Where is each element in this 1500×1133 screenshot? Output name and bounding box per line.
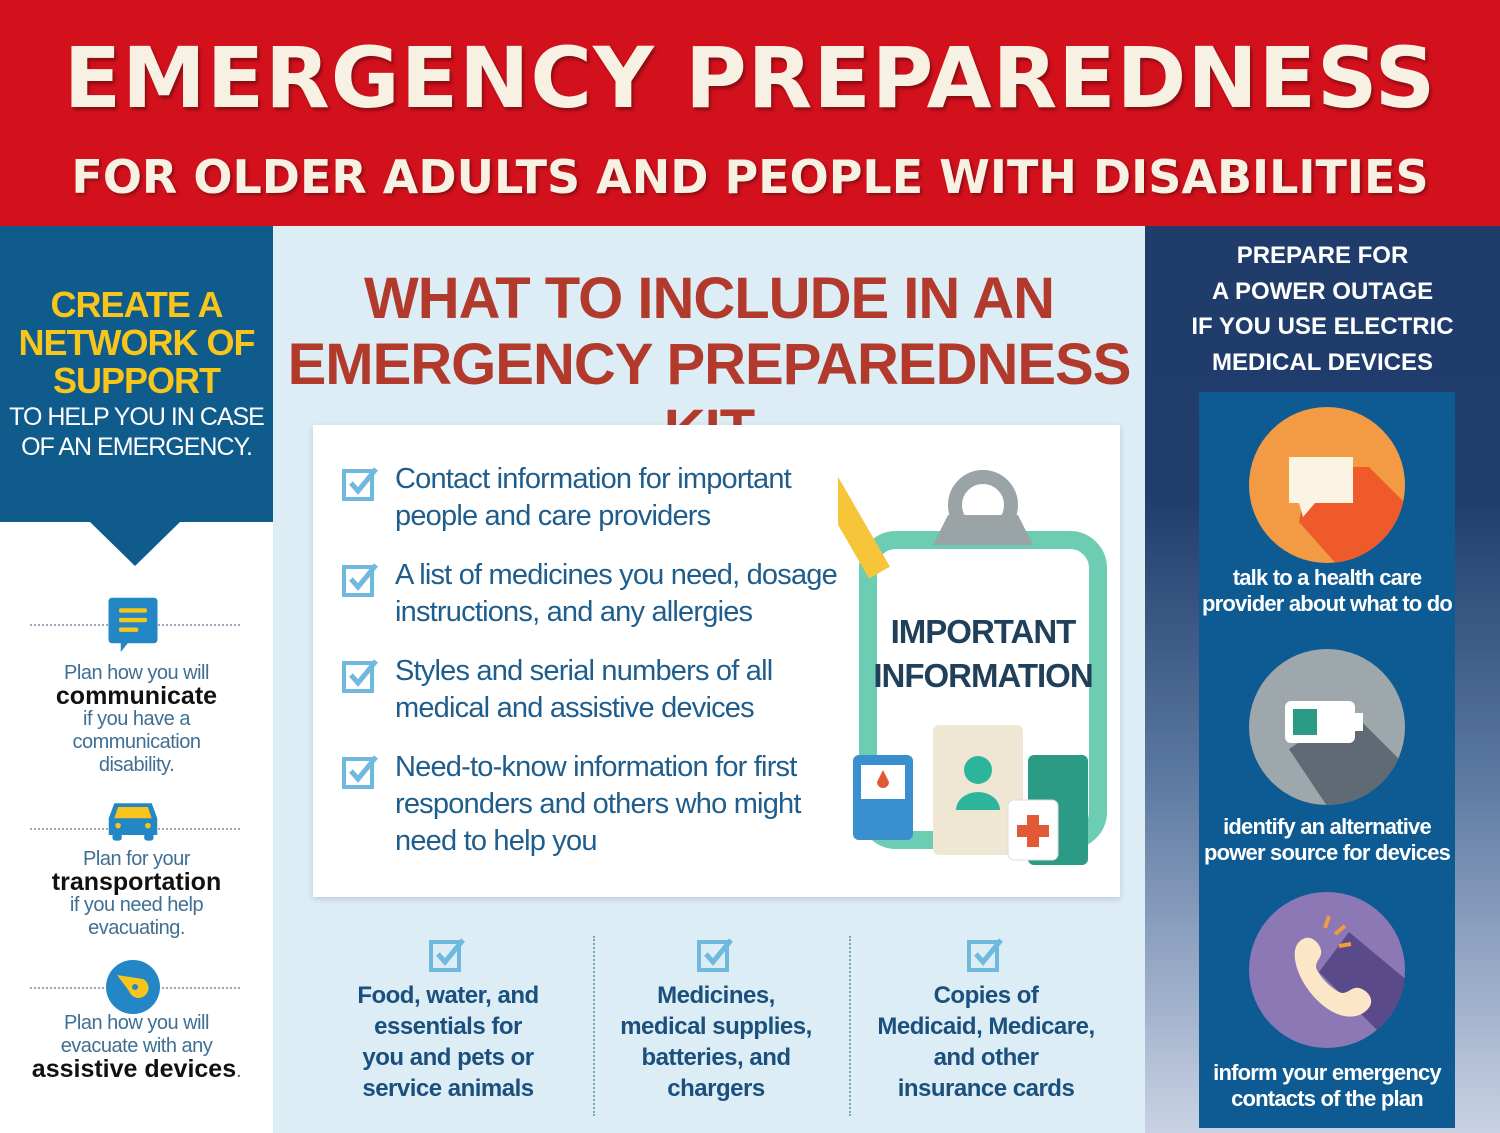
support-subheading: TO HELP YOU IN CASE OF AN EMERGENCY. bbox=[0, 402, 273, 462]
checklist-line: instructions, and any allergies bbox=[395, 596, 753, 628]
step-line: contacts of the plan bbox=[1231, 1086, 1424, 1111]
checklist-line: people and care providers bbox=[395, 500, 711, 532]
divider bbox=[593, 936, 595, 1116]
step-line: power source for devices bbox=[1203, 840, 1451, 865]
supply-line: Medicaid, Medicare, bbox=[877, 1013, 1095, 1040]
item-keyword: communicate bbox=[55, 682, 218, 710]
chat-bubble-icon bbox=[1249, 407, 1405, 563]
kit-checklist-card: Contact information for important people … bbox=[313, 425, 1120, 897]
title-line: A POWER OUTAGE bbox=[1211, 277, 1434, 305]
item-text: Plan for your bbox=[83, 848, 190, 870]
checklist-line: medical and assistive devices bbox=[395, 692, 755, 724]
checklist-line: responders and others who might bbox=[395, 788, 801, 820]
assistive-device-icon bbox=[106, 960, 160, 1014]
support-heading: CREATE A NETWORK OF SUPPORT bbox=[0, 286, 273, 400]
step-text: talk to a health care provider about wha… bbox=[1199, 565, 1455, 617]
title-line: EMERGENCY PREPAREDNESS KIT bbox=[287, 332, 1132, 463]
item-text: if you have a bbox=[83, 708, 190, 730]
item-text: Plan how you will bbox=[64, 1012, 209, 1034]
supply-line: essentials for bbox=[374, 1013, 522, 1040]
clipboard-label: IMPORTANT INFORMATION bbox=[873, 610, 1093, 698]
assistive-devices-item: Plan how you will evacuate with any assi… bbox=[0, 1012, 273, 1083]
step-line: talk to a health care bbox=[1232, 565, 1422, 590]
item-text: . bbox=[236, 1060, 242, 1082]
support-network-heading-box: CREATE A NETWORK OF SUPPORT TO HELP YOU … bbox=[0, 226, 273, 522]
checkbox-checked-icon bbox=[341, 465, 379, 503]
divider bbox=[849, 936, 851, 1116]
checkbox-checked-icon bbox=[966, 936, 1004, 974]
heading-line: CREATE A bbox=[50, 284, 224, 325]
supply-line: you and pets or bbox=[362, 1044, 534, 1071]
checklist-item: A list of medicines you need, dosage inst… bbox=[395, 557, 855, 631]
support-network-column: CREATE A NETWORK OF SUPPORT TO HELP YOU … bbox=[0, 226, 273, 1133]
item-text: evacuate with any bbox=[60, 1035, 213, 1057]
title-line: PREPARE FOR bbox=[1236, 242, 1409, 269]
step-line: provider about what to do bbox=[1201, 591, 1453, 616]
heading-line: SUPPORT bbox=[52, 360, 221, 401]
kit-supply-item: Medicines, medical supplies, batteries, an… bbox=[591, 980, 841, 1104]
item-text: communication bbox=[72, 731, 201, 753]
checkbox-checked-icon bbox=[428, 936, 466, 974]
clipboard-illustration bbox=[838, 470, 1107, 865]
kit-supply-item: Copies of Medicaid, Medicare, and other ins… bbox=[861, 980, 1111, 1104]
clipboard-label-line: IMPORTANT bbox=[890, 613, 1077, 650]
speech-bubble-icon bbox=[108, 597, 158, 652]
down-arrow-pointer bbox=[90, 522, 180, 566]
checkbox-checked-icon bbox=[341, 753, 379, 791]
item-text: Plan how you will bbox=[64, 662, 209, 684]
main-title: EMERGENCY PREPAREDNESS bbox=[63, 29, 1437, 127]
subheading-line: TO HELP YOU IN CASE bbox=[9, 403, 265, 431]
header-banner: EMERGENCY PREPAREDNESS FOR OLDER ADULTS … bbox=[0, 0, 1500, 226]
checklist-line: need to help you bbox=[395, 825, 597, 857]
step-line: identify an alternative bbox=[1223, 814, 1432, 839]
supply-line: service animals bbox=[362, 1075, 534, 1102]
power-outage-column: PREPARE FOR A POWER OUTAGE IF YOU USE EL… bbox=[1145, 226, 1500, 1133]
supply-line: insurance cards bbox=[897, 1075, 1075, 1102]
communicate-item: Plan how you will communicate if you hav… bbox=[0, 662, 273, 777]
power-outage-title: PREPARE FOR A POWER OUTAGE IF YOU USE EL… bbox=[1145, 238, 1500, 380]
step-text: inform your emergency contacts of the pl… bbox=[1199, 1060, 1455, 1112]
battery-icon bbox=[1249, 649, 1405, 805]
clipboard-label-line: INFORMATION bbox=[873, 657, 1093, 694]
kit-title: WHAT TO INCLUDE IN AN EMERGENCY PREPARED… bbox=[273, 266, 1145, 464]
checklist-line: Contact information for important bbox=[395, 463, 792, 495]
item-text: if you need help bbox=[69, 894, 204, 916]
power-outage-steps-panel: talk to a health care provider about wha… bbox=[1199, 392, 1455, 1128]
item-keyword: transportation bbox=[51, 868, 222, 896]
item-keyword: assistive devices bbox=[31, 1055, 237, 1083]
checklist-item: Contact information for important people … bbox=[395, 461, 855, 535]
phone-icon bbox=[1249, 892, 1405, 1048]
subtitle: FOR OLDER ADULTS AND PEOPLE WITH DISABIL… bbox=[71, 150, 1429, 204]
checkbox-checked-icon bbox=[341, 657, 379, 695]
item-text: evacuating. bbox=[88, 917, 185, 939]
supply-line: chargers bbox=[667, 1075, 765, 1102]
title-line: IF YOU USE ELECTRIC bbox=[1191, 313, 1454, 340]
supply-line: medical supplies, bbox=[620, 1013, 812, 1040]
item-text: disability. bbox=[98, 754, 175, 776]
title-line: MEDICAL DEVICES bbox=[1212, 348, 1433, 376]
checklist-line: A list of medicines you need, dosage bbox=[395, 559, 838, 591]
checklist-line: Styles and serial numbers of all bbox=[395, 655, 773, 687]
checklist-item: Need-to-know information for first respon… bbox=[395, 749, 855, 860]
step-text: identify an alternative power source for… bbox=[1199, 814, 1455, 866]
supply-line: batteries, and bbox=[641, 1044, 791, 1071]
kit-section: WHAT TO INCLUDE IN AN EMERGENCY PREPARED… bbox=[273, 226, 1145, 1133]
supply-line: Food, water, and bbox=[357, 982, 539, 1009]
checklist-line: Need-to-know information for first bbox=[395, 751, 797, 783]
heading-line: NETWORK OF bbox=[18, 322, 256, 363]
car-icon bbox=[108, 803, 158, 841]
checkbox-checked-icon bbox=[696, 936, 734, 974]
supply-line: and other bbox=[933, 1044, 1039, 1071]
checklist-item: Styles and serial numbers of all medical … bbox=[395, 653, 855, 727]
supply-line: Copies of bbox=[933, 982, 1039, 1009]
title-line: WHAT TO INCLUDE IN AN bbox=[364, 266, 1055, 331]
subheading-line: OF AN EMERGENCY. bbox=[21, 433, 253, 461]
step-line: inform your emergency bbox=[1213, 1060, 1442, 1085]
checkbox-checked-icon bbox=[341, 561, 379, 599]
kit-supply-item: Food, water, and essentials for you and pe… bbox=[323, 980, 573, 1104]
supply-line: Medicines, bbox=[657, 982, 775, 1009]
transportation-item: Plan for your transportation if you need… bbox=[0, 848, 273, 940]
